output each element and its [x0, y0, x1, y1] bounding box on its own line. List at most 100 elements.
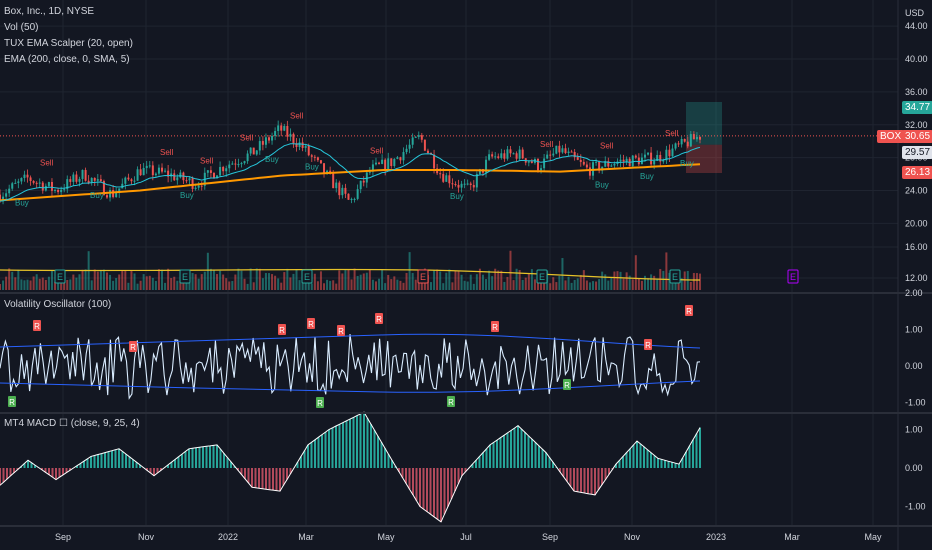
volume-bar — [521, 279, 524, 290]
candle-body — [439, 173, 442, 175]
volume-bar — [625, 272, 628, 290]
legend-ema-200[interactable]: EMA (200, close, 0, SMA, 5) — [4, 54, 130, 65]
candle-body — [32, 180, 35, 183]
volume-bar — [506, 276, 509, 290]
reversal-marker-label: R — [279, 326, 285, 335]
volume-bar — [558, 275, 561, 290]
candle-body — [445, 175, 448, 182]
legend-vol[interactable]: Vol (50) — [4, 22, 39, 33]
candle-body — [310, 155, 313, 157]
candle-body — [488, 154, 491, 160]
candle-body — [564, 148, 567, 153]
legend-tux-ema[interactable]: TUX EMA Scalper (20, open) — [4, 38, 133, 49]
volume-bar — [121, 270, 124, 290]
price-tick-label: 24.00 — [905, 186, 928, 196]
position-box[interactable] — [0, 102, 898, 173]
volume-bar — [436, 269, 439, 290]
volume-bar — [280, 282, 283, 290]
macd-tick-label: -1.00 — [905, 502, 926, 512]
volume-bar — [671, 283, 674, 290]
reversal-marker-label: R — [338, 327, 344, 336]
volume-bar — [699, 273, 701, 290]
volume-bar — [359, 274, 362, 290]
candle-body — [338, 182, 341, 196]
volume-bar — [662, 270, 665, 290]
volume-bar — [228, 281, 231, 290]
candle-body — [63, 189, 66, 191]
candle-body — [44, 185, 47, 191]
candle-body — [408, 144, 411, 149]
candle-body — [378, 162, 381, 164]
candle-body — [274, 131, 277, 136]
volume-bar — [60, 283, 63, 290]
candle-body — [292, 133, 295, 144]
candle-body — [402, 152, 405, 161]
macd-tick-label: 1.00 — [905, 425, 923, 435]
time-axis[interactable]: Sep Nov 2022 Mar May Jul Sep Nov 2023 Mar May — [55, 532, 882, 542]
candle-body — [405, 148, 408, 153]
volume-bar — [323, 283, 326, 290]
candle-body — [319, 160, 322, 164]
candle-body — [540, 168, 543, 171]
candle-body — [472, 184, 475, 188]
candle-body — [689, 134, 692, 147]
volume-bar — [500, 270, 503, 290]
oscillator-axis[interactable]: 2.00 1.00 0.00 -1.00 — [905, 288, 926, 408]
volume-bar — [365, 272, 368, 290]
candle-body — [595, 161, 598, 163]
volume-bar — [335, 283, 338, 290]
candle-body — [252, 147, 255, 155]
volume-bar — [8, 268, 11, 290]
volume-bar — [396, 279, 399, 290]
candle-body — [491, 154, 494, 157]
candle-body — [699, 136, 701, 140]
candle-body — [518, 149, 521, 159]
candle-body — [112, 190, 115, 198]
candle-body — [426, 150, 429, 154]
volume-bar — [170, 278, 173, 290]
volume-bar — [14, 277, 17, 290]
candlesticks — [0, 120, 701, 205]
volume-bar — [316, 281, 319, 290]
candle-body — [457, 184, 460, 188]
candle-body — [167, 170, 170, 177]
candle-body — [84, 169, 87, 181]
candle-body — [295, 143, 298, 147]
volume-bar — [588, 282, 591, 290]
volume-bar — [102, 269, 105, 290]
candle-body — [11, 183, 14, 189]
volume-bar — [109, 274, 112, 290]
oscillator-title[interactable]: Volatility Oscillator (100) — [4, 299, 112, 310]
volume-bar — [326, 279, 329, 290]
candle-body — [387, 158, 390, 170]
macd-axis[interactable]: 1.00 0.00 -1.00 — [905, 425, 926, 512]
candle-body — [118, 188, 121, 193]
earnings-marker-label: E — [539, 272, 545, 282]
candle-body — [280, 125, 283, 131]
candle-body — [200, 185, 203, 187]
sell-signal-label: Sell — [200, 156, 214, 165]
last-price-tag: 30.65 — [902, 130, 932, 143]
volume-bar — [579, 275, 582, 290]
bottom-marker-box — [563, 379, 571, 390]
volume-bar — [54, 281, 57, 290]
price-tick-label: 36.00 — [905, 87, 928, 97]
candle-body — [133, 180, 136, 182]
candle-body — [161, 167, 164, 172]
volume-bar — [634, 255, 637, 290]
candle-body — [653, 160, 656, 165]
volume-bar — [11, 271, 14, 290]
candle-body — [298, 142, 301, 147]
volume-bar — [225, 278, 228, 290]
macd-tick-label: 0.00 — [905, 463, 923, 473]
candle-body — [258, 141, 261, 151]
symbol-title[interactable]: Box, Inc., 1D, NYSE — [4, 6, 95, 17]
candle-body — [157, 167, 160, 174]
candle-body — [350, 198, 353, 200]
candle-body — [500, 153, 503, 158]
price-tick-label: 12.00 — [905, 273, 928, 283]
macd-title[interactable]: MT4 MACD ☐ (close, 9, 25, 4) — [4, 418, 140, 429]
candle-body — [271, 135, 274, 141]
